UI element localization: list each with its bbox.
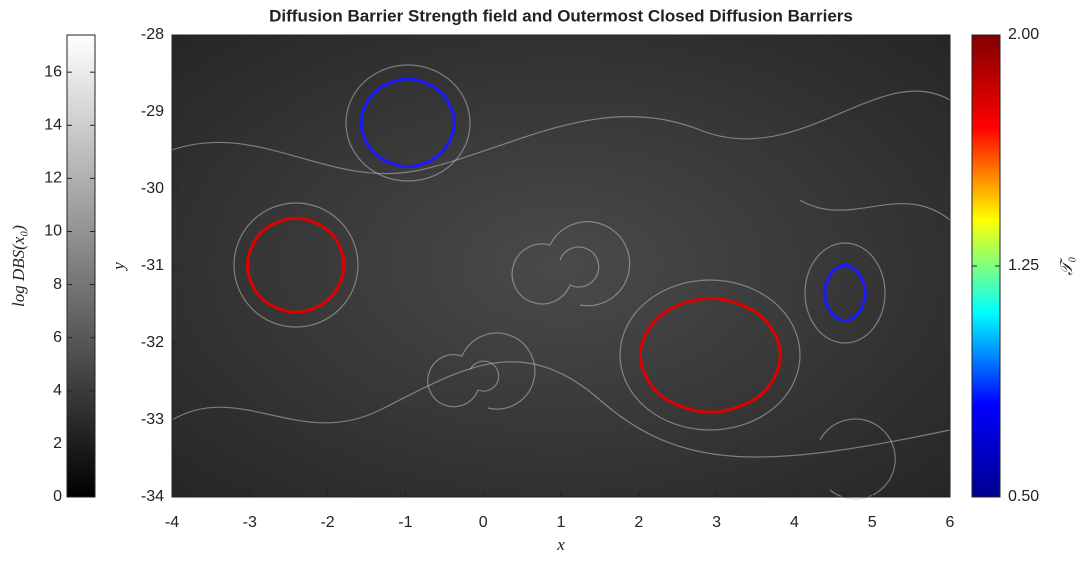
field-image [172,35,950,497]
x-tick-label: -4 [165,514,179,531]
x-tick-label: 2 [634,514,643,531]
x-tick-label: 5 [868,514,877,531]
x-tick-label: 6 [946,514,955,531]
barrier-contour [823,263,867,323]
barrier-contour [638,296,782,414]
x-tick-label: 1 [557,514,566,531]
ring [804,242,886,344]
colorbar-label: 𝒯₀ [1057,256,1076,275]
y-tick-label: -34 [141,488,164,505]
colorbar [66,34,96,498]
y-tick-label: -32 [141,334,164,351]
y-tick-label: -29 [141,103,164,120]
colorbar-tick-label: 6 [53,329,62,346]
streak [171,90,951,175]
colorbar-tick-label: 0.50 [1008,488,1039,505]
spiral [427,332,536,410]
x-tick-label: -2 [320,514,334,531]
colorbar-tick-label: 2 [53,435,62,452]
colorbar-tick-label: 0 [53,488,62,505]
spiral [511,221,631,307]
y-tick-label: -33 [141,411,164,428]
colorbar-tick-label: 10 [44,223,62,240]
x-tick-label: 4 [790,514,799,531]
streak [171,361,951,458]
y-tick-label: -30 [141,180,164,197]
x-axis-label: x [556,535,565,554]
colorbar-tick-label: 16 [44,63,62,80]
colorbar-tick-label: 14 [44,116,62,133]
colorbar-tick-label: 12 [44,170,62,187]
streak [799,199,951,500]
colorbar-tick-label: 8 [53,276,62,293]
barrier-contour [359,77,456,169]
x-tick-label: 0 [479,514,488,531]
y-tick-label: -31 [141,257,164,274]
ring [619,279,801,431]
x-tick-label: -3 [243,514,257,531]
chart-title: Diffusion Barrier Strength field and Out… [269,6,853,25]
barrier-contour [245,216,346,314]
colorbar-tick-label: 4 [53,382,62,399]
field-texture [171,64,951,500]
x-tick-label: -1 [398,514,412,531]
colorbar-tick-label: 2.00 [1008,26,1039,43]
ring [345,64,471,182]
x-tick-label: 3 [712,514,721,531]
colorbar-tick-label: 1.25 [1008,257,1039,274]
y-tick-label: -28 [141,26,164,43]
colorbar-label: log DBS(x₀) [9,225,28,307]
y-axis-label: y [109,262,128,272]
ring [233,202,359,328]
